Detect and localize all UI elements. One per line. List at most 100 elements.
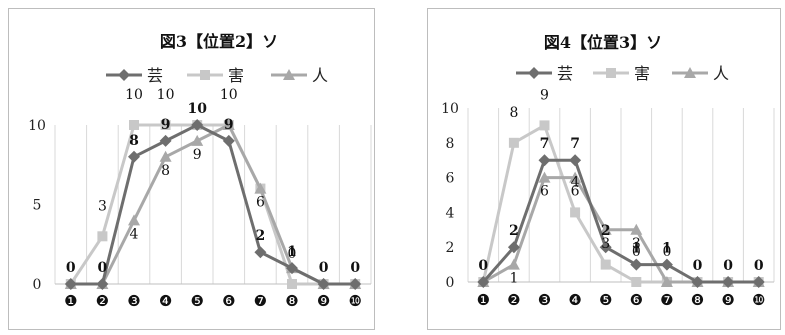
data-label: 9	[540, 87, 549, 103]
data-label: 1	[662, 241, 672, 257]
legend-label: 人	[713, 64, 729, 83]
chart-panel-1: 図3【位置2】ソ芸害人 0 5 10 ❶ ❷ ❸ ❹ ❺ ❻ ❼ ❽ ❾ ❿ 0 0 8 9 10 9 2 1 0 0 3 10 1…	[8, 8, 375, 330]
data-point	[752, 276, 765, 288]
data-label: 2	[256, 228, 266, 244]
data-point	[317, 278, 330, 290]
legend-marker	[606, 68, 616, 78]
chart-panel-2: 図4【位置3】ソ芸害人 0 2 4 6 8 10 ❶ ❷ ❸ ❹ ❺ ❻ ❼ ❽ ❾ ❿ 0 2 7 7 2 1 1 0 0 0 8 9…	[427, 8, 781, 330]
data-point	[630, 223, 643, 235]
series-line	[69, 123, 356, 286]
x-tick-label: ❽	[691, 291, 704, 309]
data-point	[508, 137, 519, 148]
data-point	[254, 246, 267, 259]
y-tick-label: 5	[33, 198, 42, 214]
y-tick-label: 0	[446, 275, 455, 291]
data-label: 2	[601, 223, 611, 239]
data-label: 10	[220, 87, 238, 103]
data-label: 3	[632, 236, 641, 252]
data-label: 0	[350, 260, 360, 276]
legend-label: 害	[634, 64, 650, 83]
data-point	[159, 134, 172, 147]
legend-marker	[283, 69, 295, 80]
x-tick-label: ❿	[752, 291, 765, 309]
data-point	[191, 134, 204, 146]
data-label: 0	[632, 244, 641, 260]
data-label: 3	[98, 198, 107, 214]
data-label: 0	[693, 258, 703, 274]
x-tick-label: ❹	[568, 291, 581, 309]
data-point	[128, 214, 140, 226]
data-point	[631, 277, 642, 287]
data-point	[159, 150, 172, 162]
data-point	[287, 279, 297, 289]
data-point	[286, 262, 298, 275]
chart-title: 図4【位置3】ソ	[544, 33, 662, 52]
data-label: 10	[187, 101, 207, 117]
data-label: 7	[540, 136, 550, 152]
x-tick-label: ❹	[159, 292, 172, 310]
data-label: 1	[287, 244, 297, 260]
data-point	[97, 231, 108, 242]
x-tick-label: ❽	[285, 292, 298, 310]
legend-marker	[684, 67, 696, 78]
x-tick-label: ❺	[599, 291, 612, 309]
legend-marker	[528, 67, 540, 79]
data-label: 6	[540, 184, 549, 200]
data-label: 9	[193, 147, 202, 163]
x-tick-label: ❼	[254, 292, 267, 310]
legend-entry-1: 害	[593, 64, 650, 83]
data-label: 0	[754, 258, 764, 274]
data-label: 0	[319, 260, 329, 276]
legend-marker	[118, 69, 130, 81]
chart-2-svg: 図4【位置3】ソ芸害人0246810❶ ❷ ❸ ❹ ❺ ❻ ❼ ❽ ❾ ❿027 721 10 0 089…	[441, 33, 775, 309]
data-label: 4	[571, 174, 580, 190]
legend-marker	[200, 70, 210, 80]
data-label: 6	[571, 184, 580, 200]
data-label: 3	[601, 236, 610, 252]
data-label: 4	[130, 226, 139, 242]
data-point	[660, 258, 673, 271]
data-label: 9	[224, 117, 234, 133]
data-point	[477, 276, 490, 288]
data-label: 0	[478, 258, 488, 274]
y-tick-label: 6	[446, 171, 455, 187]
y-tick-label: 10	[441, 101, 459, 117]
data-label: 6	[256, 195, 265, 211]
data-point	[600, 259, 611, 270]
data-point	[349, 278, 362, 290]
y-tick-label: 8	[446, 136, 455, 152]
x-tick-label: ❶	[477, 291, 490, 309]
data-label: 10	[125, 87, 143, 103]
x-tick-label: ❻	[222, 292, 235, 310]
data-point	[254, 182, 267, 194]
legend-label: 人	[312, 66, 328, 85]
x-tick-label: ❻	[630, 291, 643, 309]
x-tick-label: ❶	[64, 292, 77, 310]
data-label: 1	[631, 241, 641, 257]
legend-entry-0: 芸	[106, 66, 163, 85]
y-tick-label: 10	[28, 118, 46, 134]
data-label: 2	[509, 223, 519, 239]
data-point	[660, 276, 673, 287]
data-label: 0	[723, 258, 733, 274]
data-point	[569, 154, 582, 167]
data-point	[599, 223, 612, 235]
chart-title: 図3【位置2】ソ	[160, 32, 278, 51]
series-0	[477, 154, 765, 288]
data-point	[569, 171, 582, 183]
x-tick-label: ❿	[348, 292, 361, 310]
data-label: 0	[288, 246, 297, 262]
data-point	[191, 119, 204, 131]
data-point	[722, 276, 735, 288]
data-point	[507, 258, 520, 270]
data-label: 8	[161, 163, 170, 179]
data-point	[599, 241, 612, 254]
legend-entry-0: 芸	[516, 64, 573, 83]
data-point	[64, 278, 77, 290]
series-0	[64, 119, 362, 290]
data-point	[222, 134, 235, 147]
data-label: 9	[161, 117, 171, 133]
x-tick-label: ❼	[660, 291, 673, 309]
y-tick-label: 0	[33, 277, 42, 293]
